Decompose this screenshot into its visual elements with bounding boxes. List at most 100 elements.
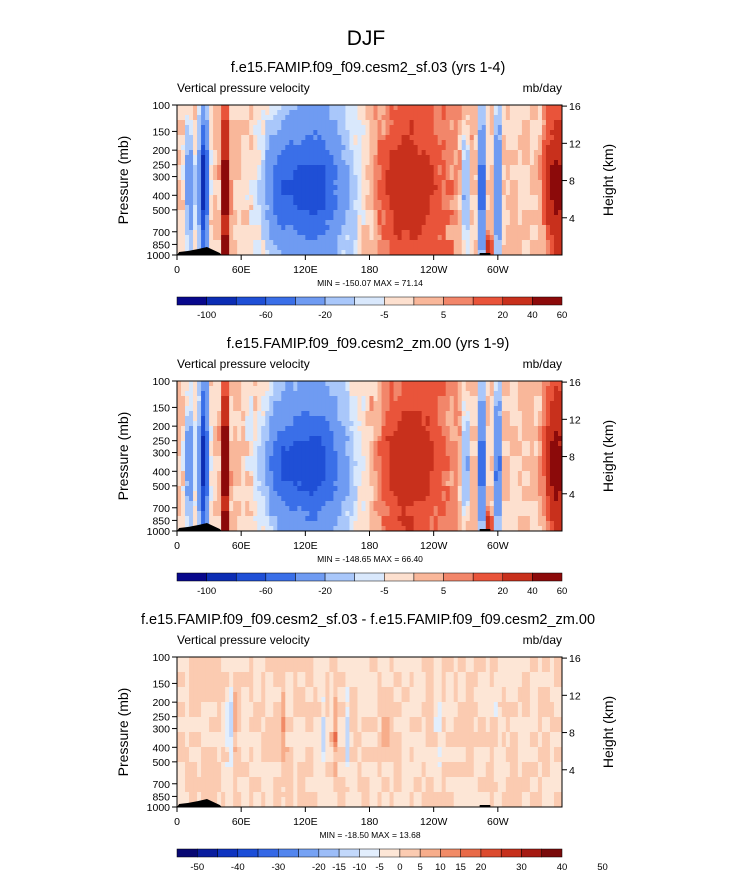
heatmap-cell: [341, 456, 346, 462]
heatmap-cell: [217, 446, 222, 452]
heatmap-cell: [305, 130, 310, 136]
heatmap-cell: [470, 185, 475, 191]
heatmap-cell: [498, 466, 503, 472]
heatmap-cell: [237, 210, 242, 216]
heatmap-cell: [289, 466, 294, 472]
heatmap-cell: [490, 421, 495, 427]
heatmap-cell: [277, 175, 282, 181]
heatmap-cell: [325, 406, 330, 412]
heatmap-cell: [418, 441, 423, 447]
heatmap-cell: [386, 160, 391, 166]
heatmap-cell: [217, 190, 222, 196]
heatmap-cell: [325, 441, 330, 447]
heatmap-cell: [450, 125, 455, 131]
heatmap-cell: [538, 175, 543, 181]
heatmap-cell: [514, 426, 519, 432]
heatmap-cell: [394, 115, 399, 121]
heatmap-cell: [382, 481, 387, 487]
heatmap-cell: [197, 105, 202, 111]
heatmap-cell: [378, 195, 383, 201]
heatmap-cell: [245, 240, 250, 246]
heatmap-cell: [305, 230, 310, 236]
heatmap-cell: [285, 456, 290, 462]
heatmap-cell: [438, 185, 443, 191]
heatmap-cell: [442, 476, 447, 482]
heatmap-cell: [181, 436, 186, 442]
heatmap-cell: [526, 421, 531, 427]
heatmap-cell: [518, 386, 523, 392]
heatmap-cell: [438, 190, 443, 196]
heatmap-cell: [209, 175, 214, 181]
colorbar-box: [444, 297, 474, 305]
heatmap-cell: [374, 391, 379, 397]
heatmap-cell: [289, 421, 294, 427]
heatmap-cell: [353, 160, 358, 166]
heatmap-cell: [442, 120, 447, 126]
heatmap-cell: [309, 135, 314, 141]
heatmap-cell: [498, 180, 503, 186]
heatmap-cell: [526, 105, 531, 111]
heatmap-cell: [478, 386, 483, 392]
heatmap-cell: [297, 180, 302, 186]
heatmap-cell: [265, 130, 270, 136]
heatmap-cell: [245, 461, 250, 467]
heatmap-cell: [281, 456, 286, 462]
heatmap-cell: [486, 235, 491, 241]
heatmap-cell: [434, 205, 439, 211]
heatmap-cell: [349, 446, 354, 452]
heatmap-cell: [269, 476, 274, 482]
heatmap-cell: [289, 140, 294, 146]
heatmap-cell: [361, 396, 366, 402]
heatmap-cell: [506, 441, 511, 447]
heatmap-cell: [502, 185, 507, 191]
heatmap-cell: [554, 125, 559, 131]
heatmap-cell: [261, 456, 266, 462]
heatmap-cell: [466, 471, 471, 477]
heatmap-cell: [414, 210, 419, 216]
heatmap-cell: [317, 200, 322, 206]
heatmap-cell: [213, 140, 218, 146]
heatmap-cell: [410, 225, 415, 231]
heatmap-cell: [462, 135, 467, 141]
heatmap-cell: [478, 175, 483, 181]
heatmap-cell: [297, 115, 302, 121]
heatmap-cell: [349, 481, 354, 487]
heatmap-cell: [177, 396, 182, 402]
heatmap-cell: [357, 406, 362, 412]
heatmap-cell: [490, 240, 495, 246]
heatmap-cell: [221, 466, 226, 472]
heatmap-cell: [329, 115, 334, 121]
heatmap-cell: [418, 135, 423, 141]
heatmap-cell: [554, 170, 559, 176]
heatmap-cell: [253, 140, 258, 146]
heatmap-cell: [370, 200, 375, 206]
heatmap-cell: [514, 476, 519, 482]
heatmap-cell: [502, 481, 507, 487]
heatmap-cell: [470, 135, 475, 141]
heatmap-cell: [438, 466, 443, 472]
heatmap-cell: [205, 401, 210, 407]
heatmap-cell: [205, 391, 210, 397]
heatmap-cell: [245, 150, 250, 156]
heatmap-cell: [345, 406, 350, 412]
heatmap-cell: [229, 240, 234, 246]
heatmap-cell: [177, 416, 182, 422]
heatmap-cell: [341, 135, 346, 141]
heatmap-cell: [490, 451, 495, 457]
heatmap-cell: [301, 160, 306, 166]
heatmap-cell: [293, 411, 298, 417]
heatmap-cell: [534, 411, 539, 417]
heatmap-cell: [269, 456, 274, 462]
heatmap-cell: [434, 481, 439, 487]
heatmap-cell: [442, 446, 447, 452]
heatmap-cell: [438, 426, 443, 432]
heatmap-cell: [490, 205, 495, 211]
heatmap-cell: [482, 240, 487, 246]
heatmap-cell: [281, 125, 286, 131]
heatmap-cell: [554, 150, 559, 156]
heatmap-cell: [329, 235, 334, 241]
heatmap-cell: [390, 220, 395, 226]
heatmap-cell: [201, 406, 206, 412]
heatmap-cell: [422, 240, 427, 246]
heatmap-cell: [370, 105, 375, 111]
